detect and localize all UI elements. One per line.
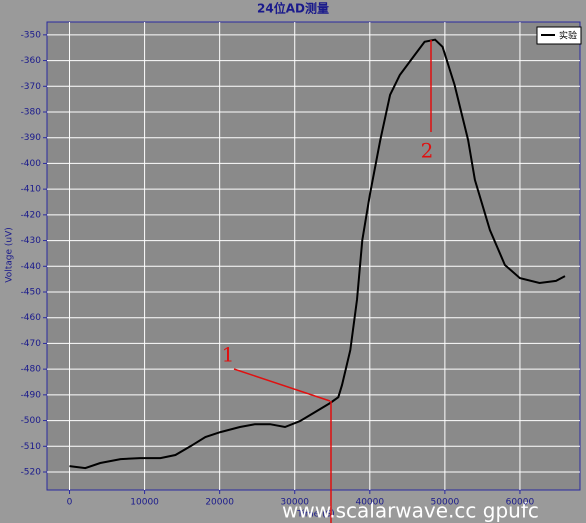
y-tick-label: -460: [21, 313, 42, 323]
y-tick-label: -450: [21, 288, 42, 298]
y-tick-label: -510: [21, 442, 42, 452]
annotation: 2: [421, 139, 434, 163]
y-tick-label: -420: [21, 210, 42, 220]
y-tick-label: -470: [21, 339, 42, 349]
legend-label: 实验: [559, 30, 577, 42]
chart-title: 24位AD测量: [257, 1, 329, 16]
y-tick-label: -440: [21, 262, 42, 272]
data-line: [69, 38, 566, 470]
y-tick-label: -390: [21, 133, 42, 143]
series: [69, 38, 566, 470]
y-axis-label: Voltage (uV): [5, 227, 15, 283]
y-tick-label: -410: [21, 185, 42, 195]
y-tick-label: -490: [21, 390, 42, 400]
annotation: 1: [222, 343, 235, 367]
x-tick-label: 0: [67, 498, 73, 508]
y-tick-label: -430: [21, 236, 42, 246]
legend: [536, 26, 582, 45]
y-tick-label: -380: [21, 108, 42, 118]
annotation-line: [233, 368, 331, 402]
watermark: www.scalarwave.cc gpufc: [282, 499, 539, 523]
y-tick-label: -520: [21, 468, 42, 478]
x-tick-label: 20000: [205, 498, 234, 508]
x-tick-label: 40000: [355, 498, 384, 508]
y-tick-label: -360: [21, 56, 42, 66]
y-tick-label: -400: [21, 159, 42, 169]
x-tick-label: 10000: [130, 498, 159, 508]
y-tick-label: -500: [21, 416, 42, 426]
x-tick-label: 50000: [431, 498, 460, 508]
y-tick-label: -480: [21, 365, 42, 375]
y-tick-label: -350: [21, 30, 42, 40]
x-axis-label: Time (S): [296, 510, 335, 520]
grid: [43, 22, 580, 494]
x-tick-label: 60000: [506, 498, 535, 508]
x-tick-label: 30000: [280, 498, 309, 508]
y-tick-label: -370: [21, 82, 42, 92]
